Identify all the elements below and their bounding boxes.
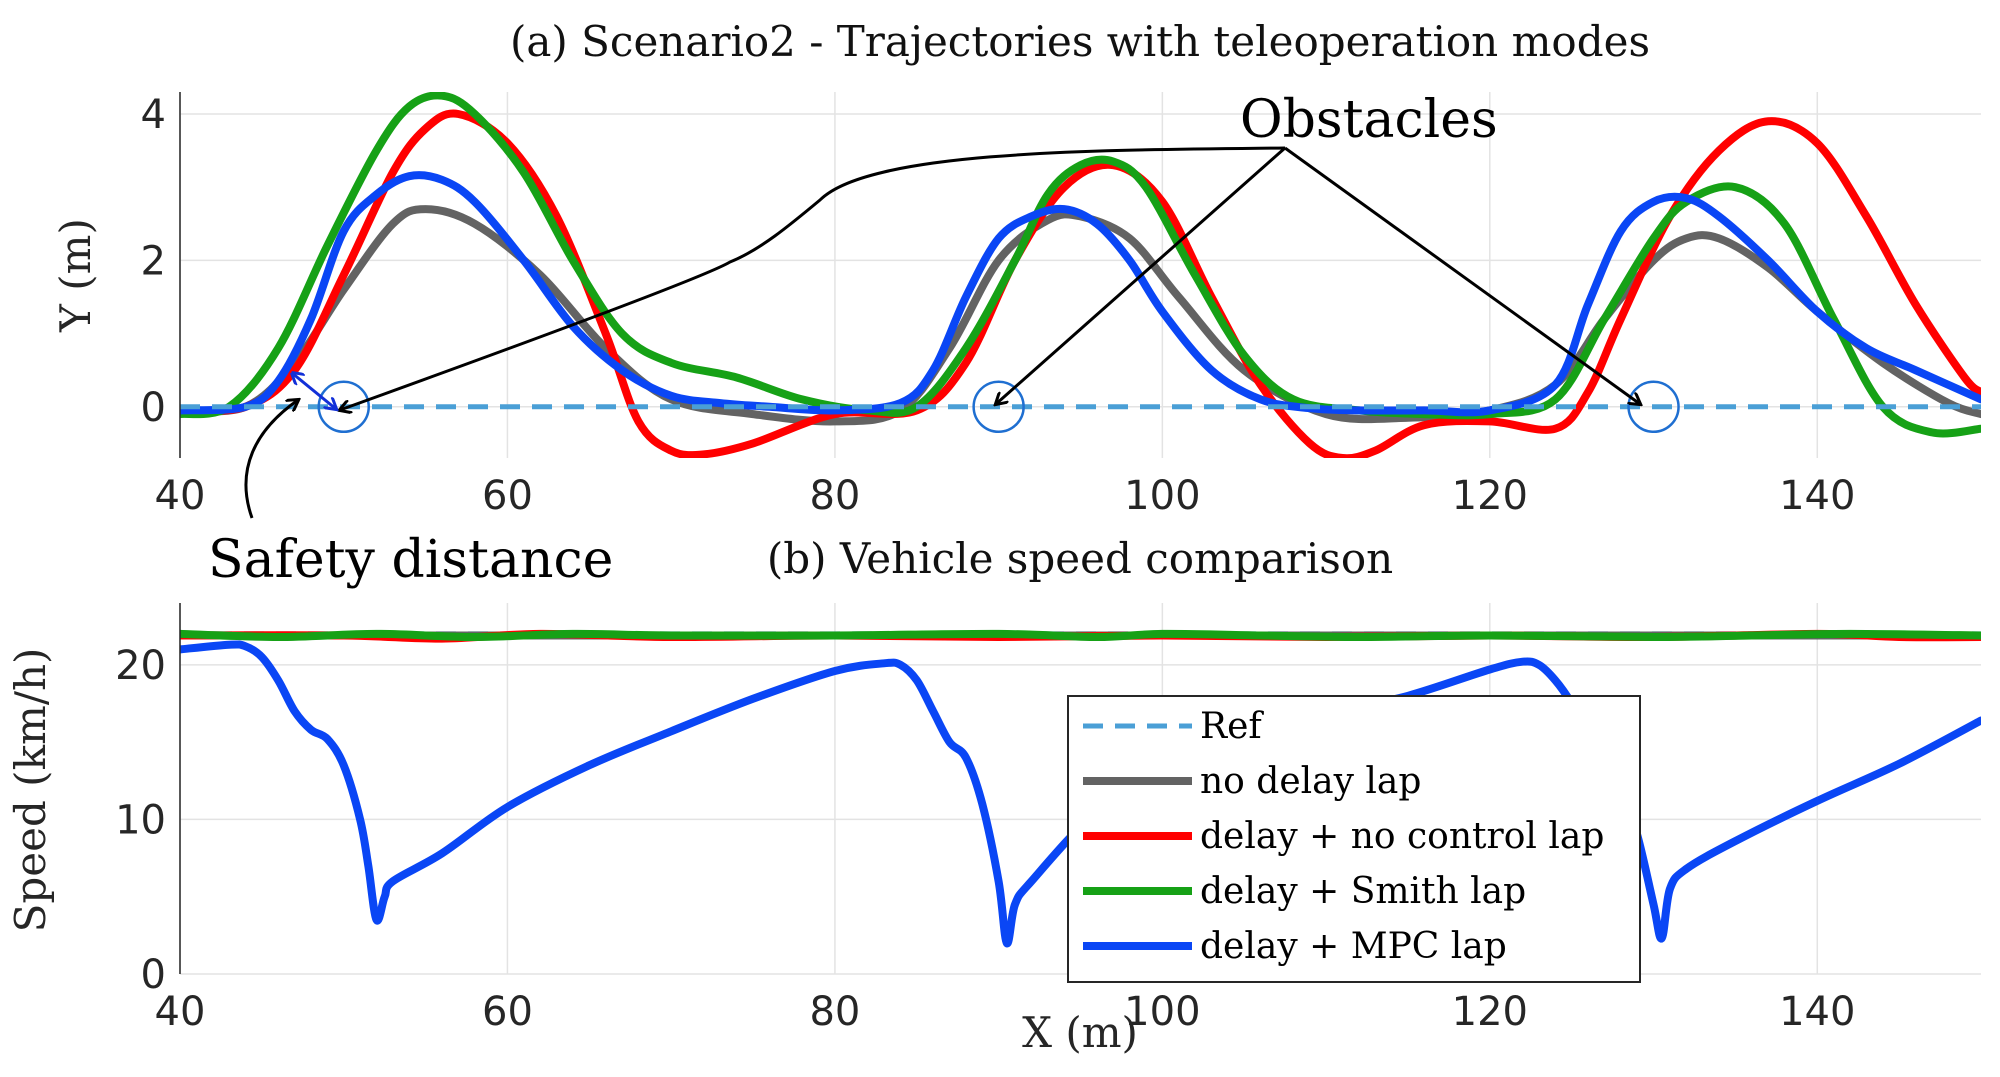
trajectory-plot: 40 60 80 100 120 140 0 2 4 (a) Scenario2 - Traj… [51, 17, 1981, 519]
safety-distance-arrow [292, 373, 336, 409]
title-b: (b) Vehicle speed comparison [767, 534, 1393, 583]
speed-plot: 40 60 80 100 120 140 0 10 20 (b) Vehicle speed … [6, 534, 1981, 1057]
y-tick-label: 4 [141, 92, 166, 138]
legend-label-delay-smith-lap: delay + Smith lap [1200, 871, 1526, 912]
legend-label-delay-no-control-lap: delay + no control lap [1200, 816, 1604, 857]
title-a: (a) Scenario2 - Trajectories with teleop… [510, 17, 1650, 66]
y-axis-label-b: Speed (km/h) [6, 648, 55, 933]
series-line-delay-smith-lap-b [180, 629, 1981, 641]
legend-label-no-delay-lap: no delay lap [1200, 761, 1421, 802]
obstacle-marker [972, 380, 1025, 434]
series-b [180, 629, 1981, 948]
plot-area-a [180, 92, 1981, 458]
y-tick-label: 20 [115, 643, 166, 689]
series-line-no-delay-lap-a [180, 205, 1981, 426]
obstacles-arrow-3 [1284, 146, 1640, 404]
y-tick-label: 2 [141, 238, 166, 284]
x-tick-label: 100 [1124, 989, 1200, 1035]
safety-distance-pointer [244, 400, 298, 519]
x-tick-label: 40 [155, 473, 206, 519]
x-tick-label: 60 [482, 473, 533, 519]
x-ticks-b: 40 60 80 100 120 140 [155, 989, 1856, 1035]
y-tick-label: 0 [141, 952, 166, 998]
y-tick-label: 10 [115, 797, 166, 843]
series-a [180, 92, 1981, 458]
series-line-delay-mpc-lap-a [180, 171, 1981, 417]
y-ticks-a: 0 2 4 [141, 92, 166, 431]
legend-label-delay-mpc-lap: delay + MPC lap [1200, 926, 1507, 967]
x-tick-label: 120 [1452, 989, 1528, 1035]
obstacles-label: Obstacles [1240, 90, 1498, 150]
legend-items: Ref no delay lap delay + no control lap del… [1083, 706, 1604, 967]
x-tick-label: 100 [1124, 473, 1200, 519]
x-tick-label: 80 [809, 473, 860, 519]
legend: Ref no delay lap delay + no control lap del… [1067, 695, 1641, 983]
legend-label-ref: Ref [1200, 706, 1264, 747]
y-ticks-b: 0 10 20 [115, 643, 166, 998]
y-axis-label-a: Y (m) [51, 218, 100, 333]
x-tick-label: 140 [1779, 989, 1855, 1035]
x-tick-label: 60 [482, 989, 533, 1035]
annotations: Obstacles Safety distance [208, 90, 1640, 590]
obstacles-arrow-2 [996, 146, 1286, 404]
x-tick-label: 80 [809, 989, 860, 1035]
x-axis-label-b: X (m) [1022, 1008, 1138, 1057]
obstacle-marker [1627, 380, 1680, 434]
obstacles-arrow-1 [340, 146, 1286, 410]
x-tick-label: 120 [1452, 473, 1528, 519]
safety-distance-label: Safety distance [208, 530, 613, 590]
x-tick-label: 40 [155, 989, 206, 1035]
y-tick-label: 0 [141, 385, 166, 431]
x-tick-label: 140 [1779, 473, 1855, 519]
series-line-delay-smith-lap-a [180, 92, 1981, 438]
x-ticks-a: 40 60 80 100 120 140 [155, 473, 1856, 519]
